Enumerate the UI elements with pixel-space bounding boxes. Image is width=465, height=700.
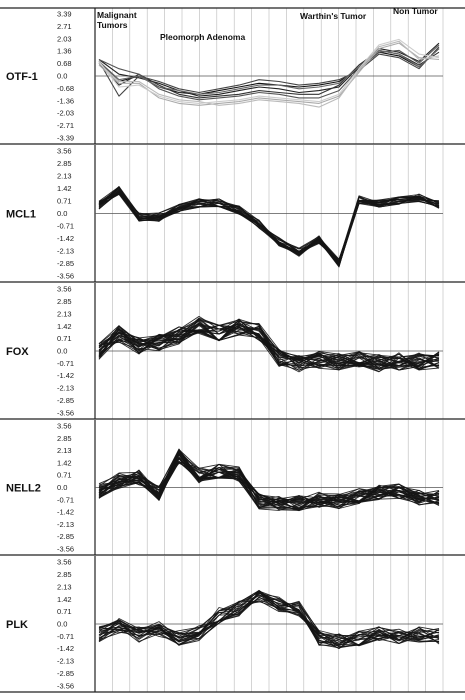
series-line bbox=[98, 186, 440, 262]
y-tick-label: 3.39 bbox=[57, 10, 72, 19]
y-tick-label: -0.68 bbox=[57, 84, 74, 93]
y-tick-label: 2.13 bbox=[57, 309, 72, 318]
y-tick-label: 2.13 bbox=[57, 582, 72, 591]
series-line bbox=[98, 322, 440, 373]
y-tick-label: 0.71 bbox=[57, 197, 72, 206]
series-line bbox=[98, 317, 440, 369]
series-line bbox=[98, 462, 440, 509]
y-tick-label: -3.39 bbox=[57, 134, 74, 143]
y-tick-label: 0.71 bbox=[57, 334, 72, 343]
gene-label: NELL2 bbox=[6, 483, 41, 495]
y-tick-label: -2.13 bbox=[57, 384, 74, 393]
series-line bbox=[98, 319, 440, 367]
series-line bbox=[98, 457, 440, 511]
series-line bbox=[98, 318, 440, 369]
y-tick-label: -3.56 bbox=[57, 409, 74, 418]
series-line bbox=[98, 594, 440, 644]
y-tick-label: 2.71 bbox=[57, 22, 72, 31]
y-tick-label: 2.85 bbox=[57, 434, 72, 443]
y-tick-label: -1.42 bbox=[57, 371, 74, 380]
series-line bbox=[98, 42, 440, 106]
series-line bbox=[98, 40, 440, 108]
y-tick-label: 2.85 bbox=[57, 159, 72, 168]
y-tick-label: -2.13 bbox=[57, 520, 74, 529]
series-line bbox=[98, 48, 440, 95]
panel-mcl1: 3.56 2.85 2.13 1.42 0.71 0.0 -0.71 -1.42 -2.13 -2… bbox=[0, 145, 465, 283]
y-tick-label: 0.0 bbox=[57, 483, 67, 492]
y-tick-label: -2.71 bbox=[57, 121, 74, 130]
y-tick-label: 3.56 bbox=[57, 147, 72, 156]
y-tick-label: -0.71 bbox=[57, 495, 74, 504]
y-tick-label: 2.13 bbox=[57, 446, 72, 455]
panel-fox: 3.56 2.85 2.13 1.42 0.71 0.0 -0.71 -1.42 -2.13 -2… bbox=[0, 283, 465, 420]
y-tick-label: -1.42 bbox=[57, 234, 74, 243]
y-tick-label: -0.71 bbox=[57, 632, 74, 641]
y-tick-label: 0.0 bbox=[57, 620, 67, 629]
series-line bbox=[98, 594, 440, 646]
y-tick-label: -1.42 bbox=[57, 644, 74, 653]
series-line bbox=[98, 190, 440, 264]
gene-label: PLK bbox=[6, 619, 28, 631]
y-tick-label: 1.42 bbox=[57, 595, 72, 604]
y-tick-label: -3.56 bbox=[57, 682, 74, 691]
y-tick-label: -0.71 bbox=[57, 221, 74, 230]
y-tick-label: -2.85 bbox=[57, 396, 74, 405]
panel-otf-1: 3.39 2.71 2.03 1.36 0.68 0.0 -0.68 -1.36 -2.03 -2… bbox=[0, 6, 465, 145]
series-line bbox=[98, 186, 440, 263]
y-tick-label: -2.85 bbox=[57, 669, 74, 678]
y-tick-label: -1.42 bbox=[57, 508, 74, 517]
series-line bbox=[98, 592, 440, 647]
group-label: Non Tumor bbox=[393, 6, 438, 16]
y-tick-label: 3.56 bbox=[57, 558, 72, 567]
y-tick-label: -3.56 bbox=[57, 545, 74, 554]
series-line bbox=[98, 38, 440, 104]
group-label: Tumors bbox=[97, 20, 128, 30]
y-tick-label: 0.71 bbox=[57, 607, 72, 616]
series-line bbox=[98, 193, 440, 266]
series-line bbox=[98, 46, 440, 97]
y-tick-label: 2.85 bbox=[57, 570, 72, 579]
y-tick-label: 1.42 bbox=[57, 458, 72, 467]
y-tick-label: -2.13 bbox=[57, 657, 74, 666]
gene-label: MCL1 bbox=[6, 209, 36, 221]
y-tick-label: 2.85 bbox=[57, 297, 72, 306]
y-tick-label: 0.68 bbox=[57, 59, 72, 68]
series-line bbox=[98, 319, 440, 371]
y-tick-label: -2.85 bbox=[57, 259, 74, 268]
y-tick-label: 0.0 bbox=[57, 209, 67, 218]
y-tick-label: 2.13 bbox=[57, 172, 72, 181]
series-line bbox=[98, 451, 440, 506]
panel-plk: 3.56 2.85 2.13 1.42 0.71 0.0 -0.71 -1.42 -2.13 -2… bbox=[0, 556, 465, 693]
y-tick-label: -2.13 bbox=[57, 246, 74, 255]
y-tick-label: 0.0 bbox=[57, 72, 67, 81]
y-tick-label: 1.42 bbox=[57, 184, 72, 193]
y-tick-label: 0.71 bbox=[57, 471, 72, 480]
y-tick-label: -2.03 bbox=[57, 109, 74, 118]
series-line bbox=[98, 592, 440, 642]
series-line bbox=[98, 324, 440, 367]
y-tick-label: 1.42 bbox=[57, 322, 72, 331]
y-tick-label: -1.36 bbox=[57, 96, 74, 105]
series-line bbox=[98, 591, 440, 646]
y-tick-label: 3.56 bbox=[57, 285, 72, 294]
y-tick-label: 3.56 bbox=[57, 422, 72, 431]
series-line bbox=[98, 42, 440, 97]
y-tick-label: -3.56 bbox=[57, 272, 74, 281]
gene-label: OTF-1 bbox=[6, 71, 38, 83]
gene-label: FOX bbox=[6, 346, 29, 358]
y-tick-label: 1.36 bbox=[57, 47, 72, 56]
y-tick-label: 2.03 bbox=[57, 34, 72, 43]
y-tick-label: -2.85 bbox=[57, 532, 74, 541]
group-label: Pleomorph Adenoma bbox=[160, 32, 245, 42]
series-line bbox=[98, 450, 440, 503]
series-line bbox=[98, 454, 440, 509]
group-label: Malignant bbox=[97, 10, 137, 20]
panel-nell2: 3.56 2.85 2.13 1.42 0.71 0.0 -0.71 -1.42 -2.13 -2… bbox=[0, 420, 465, 556]
series-line bbox=[98, 44, 440, 101]
y-tick-label: 0.0 bbox=[57, 347, 67, 356]
group-label: Warthin's Tumor bbox=[300, 11, 367, 21]
y-tick-label: -0.71 bbox=[57, 359, 74, 368]
series-line bbox=[98, 322, 440, 370]
